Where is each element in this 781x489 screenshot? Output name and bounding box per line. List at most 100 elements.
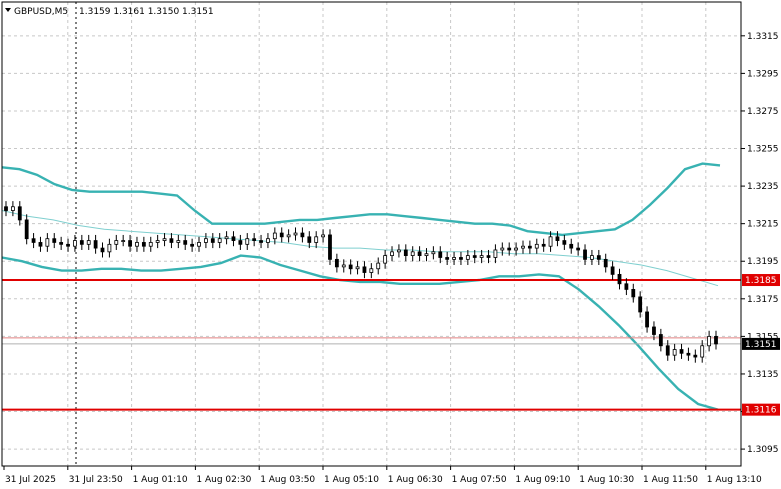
candle-body	[658, 334, 663, 347]
y-tick-label: 1.3195	[747, 257, 779, 267]
candle-body	[314, 236, 319, 243]
candle	[272, 227, 277, 245]
candle-body	[500, 247, 505, 251]
candle-body	[348, 264, 353, 270]
candle-body	[459, 257, 463, 260]
candle-body	[169, 238, 174, 243]
candle-body	[155, 240, 160, 243]
candle	[514, 242, 518, 256]
candle	[610, 261, 615, 281]
candle-body	[376, 262, 381, 270]
candle	[190, 238, 195, 252]
candle	[459, 251, 463, 265]
y-tick-label: 1.3095	[747, 445, 779, 455]
candle	[4, 201, 8, 217]
candle	[472, 249, 477, 264]
candle	[204, 233, 208, 249]
candle	[603, 253, 608, 273]
candle-body	[403, 249, 408, 257]
candle	[527, 240, 532, 254]
candle-body	[672, 349, 677, 356]
grid	[2, 2, 741, 466]
candle	[321, 229, 325, 243]
candle-body	[590, 255, 594, 260]
candle-body	[479, 255, 484, 258]
candle	[576, 242, 581, 256]
candle	[624, 278, 629, 296]
candle	[486, 249, 491, 264]
candle-body	[93, 240, 98, 249]
candle-body	[183, 240, 188, 245]
candle-body	[114, 240, 119, 245]
candle	[155, 234, 160, 249]
candle	[79, 234, 84, 250]
candle	[424, 248, 429, 262]
candle	[631, 283, 636, 303]
candle	[334, 253, 339, 273]
candle-body	[355, 266, 360, 270]
candle-body	[279, 232, 284, 238]
current-price-label-bg	[742, 337, 780, 350]
candles	[4, 201, 718, 363]
candle-body	[341, 264, 346, 268]
x-tick-label: 1 Aug 03:50	[260, 475, 315, 485]
candle-body	[390, 251, 394, 257]
y-tick-label: 1.3135	[747, 370, 779, 380]
candle-body	[121, 240, 126, 242]
candle	[403, 244, 408, 262]
y-tick-label: 1.3215	[747, 220, 779, 230]
candle-body	[217, 238, 222, 243]
candle	[31, 233, 36, 249]
candle	[266, 233, 270, 249]
candle-body	[521, 245, 525, 249]
candle-body	[431, 251, 436, 255]
candle-body	[686, 352, 691, 356]
candle	[693, 349, 698, 363]
candle-body	[52, 238, 57, 243]
candle	[279, 227, 284, 243]
candle	[445, 251, 450, 265]
y-tick-label: 1.3235	[747, 182, 779, 192]
candle	[128, 234, 132, 252]
candle-body	[286, 234, 291, 238]
ohlc-values: 1.3159 1.3161 1.3150 1.3151	[79, 7, 214, 17]
candle-body	[231, 236, 236, 241]
candle	[390, 246, 394, 262]
candle	[590, 249, 594, 265]
candle	[493, 244, 498, 264]
candle-body	[204, 238, 208, 243]
candle	[224, 231, 229, 245]
y-tick-label: 1.3315	[747, 32, 779, 42]
candle	[328, 229, 332, 265]
candle	[658, 328, 663, 352]
candle-body	[576, 247, 581, 251]
candle-body	[266, 238, 270, 243]
symbol-timeframe[interactable]: GBPUSD,M5	[14, 7, 68, 17]
candle-body	[321, 234, 325, 238]
candle	[293, 227, 298, 241]
candle-body	[197, 242, 201, 247]
candle	[10, 201, 15, 217]
candle	[231, 231, 236, 247]
x-tick-label: 1 Aug 05:10	[324, 475, 379, 485]
x-tick-label: 1 Aug 11:50	[643, 475, 698, 485]
candle	[24, 214, 29, 245]
x-tick-label: 1 Aug 02:30	[196, 475, 251, 485]
candle	[521, 240, 525, 254]
lower-band-line	[1, 254, 719, 411]
candle	[38, 236, 43, 252]
candle	[348, 259, 353, 275]
dropdown-triangle-icon[interactable]	[5, 8, 11, 12]
candle	[300, 227, 305, 243]
candle	[369, 263, 374, 279]
plot-frame	[1, 1, 742, 467]
candle-body	[610, 266, 615, 275]
candle	[162, 233, 167, 247]
candle-body	[700, 345, 705, 358]
candle-body	[638, 296, 643, 313]
candle	[217, 233, 222, 249]
candle-body	[679, 349, 684, 354]
candle-body	[603, 258, 608, 268]
candle	[707, 330, 712, 352]
